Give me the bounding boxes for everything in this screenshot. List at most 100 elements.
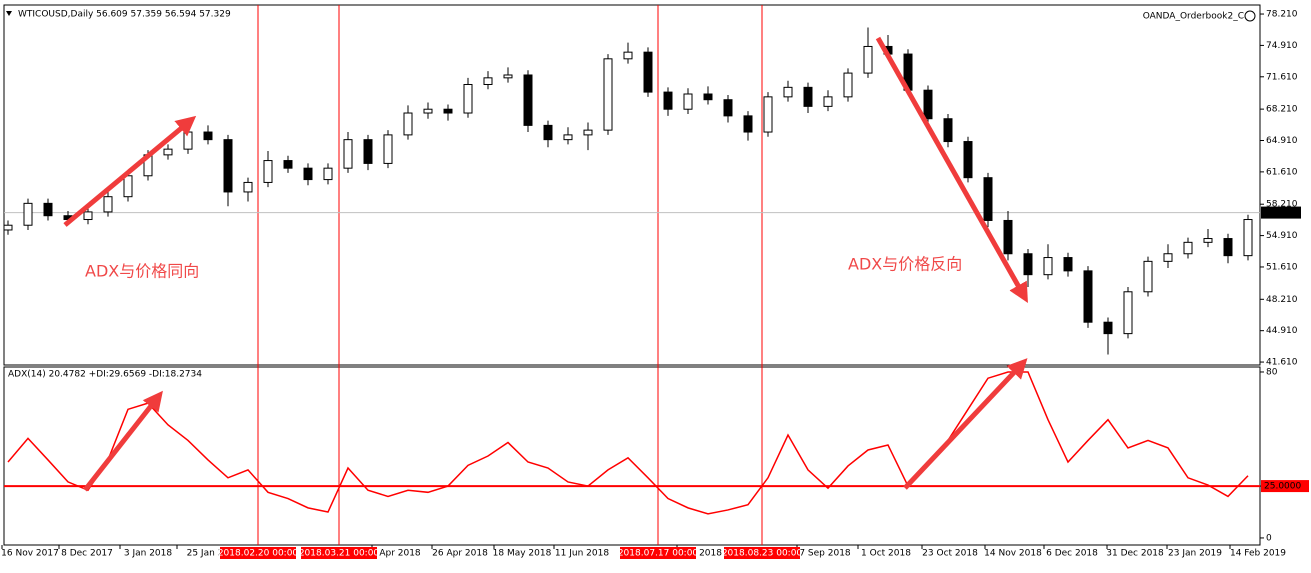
candle-body	[363, 139, 373, 164]
y-tick-label: 71.610	[1266, 72, 1298, 82]
candle-body	[823, 96, 833, 107]
x-tick-label: 14 Feb 2019	[1230, 549, 1286, 559]
candle-body	[123, 175, 133, 198]
candle-body	[1163, 253, 1173, 262]
arrow	[903, 358, 1028, 490]
candle-body	[1043, 257, 1053, 276]
x-tick-label: 11 Jun 2018	[555, 549, 609, 559]
x-tick-label: 23 Jan 2019	[1168, 549, 1222, 559]
candle-body	[243, 181, 253, 193]
candle-body	[1023, 253, 1033, 276]
y-tick-label: 48.210	[1266, 295, 1298, 305]
x-tick-label: 16 Nov 2017	[1, 549, 59, 559]
annotation: ADX与价格反向	[848, 255, 962, 274]
candle-body	[343, 139, 353, 169]
x-tick-label: Apr 2018	[379, 549, 421, 559]
y-tick-label: 0	[1266, 533, 1272, 543]
y-tick-label: 74.910	[1266, 41, 1298, 51]
candle-body	[803, 86, 813, 107]
candle-body	[1243, 219, 1253, 257]
candle-body	[163, 148, 173, 156]
menu-triangle	[6, 11, 12, 16]
x-tick-label: 31 Dec 2018	[1106, 549, 1164, 559]
x-tick-label: 18 May 2018	[493, 549, 552, 559]
candle-body	[863, 45, 873, 74]
candle-body	[763, 96, 773, 133]
marker-label: 2018.08.23 00:00	[722, 549, 803, 559]
marker-label-bg	[220, 547, 296, 559]
x-tick-label: 3 Jan 2018	[124, 549, 172, 559]
candle-body	[683, 93, 693, 110]
level-label-bg	[1261, 480, 1309, 493]
price-panel	[3, 4, 1261, 366]
annotation: ADX与价格同向	[85, 262, 199, 281]
candle-body	[703, 93, 713, 101]
arrow	[83, 390, 163, 492]
candle-body	[623, 51, 633, 60]
candle-body	[1063, 257, 1073, 272]
candle-body	[1223, 238, 1233, 257]
marker-label: 2018.07.17 00:00	[618, 549, 699, 559]
candle-body	[423, 108, 433, 114]
marker-label-bg	[620, 547, 696, 559]
candle-body	[283, 160, 293, 169]
candle-body	[1103, 321, 1113, 335]
marker-label-bg	[301, 547, 377, 559]
candle-body	[403, 112, 413, 136]
candle-body	[643, 51, 653, 93]
x-tick-label: ul 2018	[688, 549, 722, 559]
y-tick-label: 68.210	[1266, 105, 1298, 115]
candle-body	[303, 167, 313, 181]
candle-body	[1123, 291, 1133, 335]
candle-body	[1083, 270, 1093, 323]
marker-label-bg	[724, 547, 800, 559]
candle-body	[443, 108, 453, 114]
candle-body	[723, 99, 733, 117]
candle-body	[1003, 219, 1013, 255]
candle-body	[1183, 241, 1193, 255]
x-tick-label: 26 Apr 2018	[432, 549, 488, 559]
candle-body	[103, 196, 113, 213]
chart-title: WTICOUSD,Daily 56.609 57.359 56.594 57.3…	[18, 10, 231, 20]
x-tick-label: 23 Oct 2018	[922, 549, 978, 559]
candle-body	[563, 134, 573, 141]
x-tick-label: 7 Sep 2018	[799, 549, 851, 559]
x-tick-label: 8 Dec 2017	[61, 549, 113, 559]
arrow	[63, 115, 197, 227]
candle-body	[663, 91, 673, 110]
marker-label: 2018.02.20 00:00	[218, 549, 299, 559]
candle-body	[983, 177, 993, 221]
candle-body	[83, 211, 93, 221]
x-tick-label: 1 Oct 2018	[861, 549, 911, 559]
y-tick-label: 54.910	[1266, 231, 1298, 241]
candle-body	[223, 139, 233, 193]
candle-body	[3, 224, 13, 231]
last-price-label: 57.329	[1264, 208, 1296, 218]
candle-body	[1143, 260, 1153, 293]
x-tick-label: 14 Nov 2018	[984, 549, 1042, 559]
candle-body	[463, 83, 473, 114]
y-tick-label: 80	[1266, 367, 1278, 377]
y-tick-label: 78.210	[1266, 10, 1298, 20]
x-tick-label: 6 Dec 2018	[1046, 549, 1098, 559]
y-tick-label: 64.910	[1266, 136, 1298, 146]
y-tick-label: 44.910	[1266, 326, 1298, 336]
candle-body	[523, 74, 533, 126]
candle-body	[183, 131, 193, 150]
smiley-icon	[1244, 10, 1256, 22]
candle-body	[43, 202, 53, 217]
candle-body	[323, 167, 333, 181]
candle-body	[783, 86, 793, 98]
candle-body	[923, 89, 933, 120]
candle-body	[483, 77, 493, 85]
candle-body	[943, 118, 953, 143]
y-tick-label: 51.610	[1266, 262, 1298, 272]
last-price-bg	[1261, 206, 1301, 219]
candle-body	[203, 131, 213, 141]
candle-body	[1203, 238, 1213, 243]
source-label: OANDA_Orderbook2_C	[1143, 12, 1244, 22]
x-tick-label: 25 Jan 2	[187, 549, 224, 559]
candle-body	[583, 129, 593, 136]
y-tick-label: 58.210	[1266, 200, 1298, 210]
